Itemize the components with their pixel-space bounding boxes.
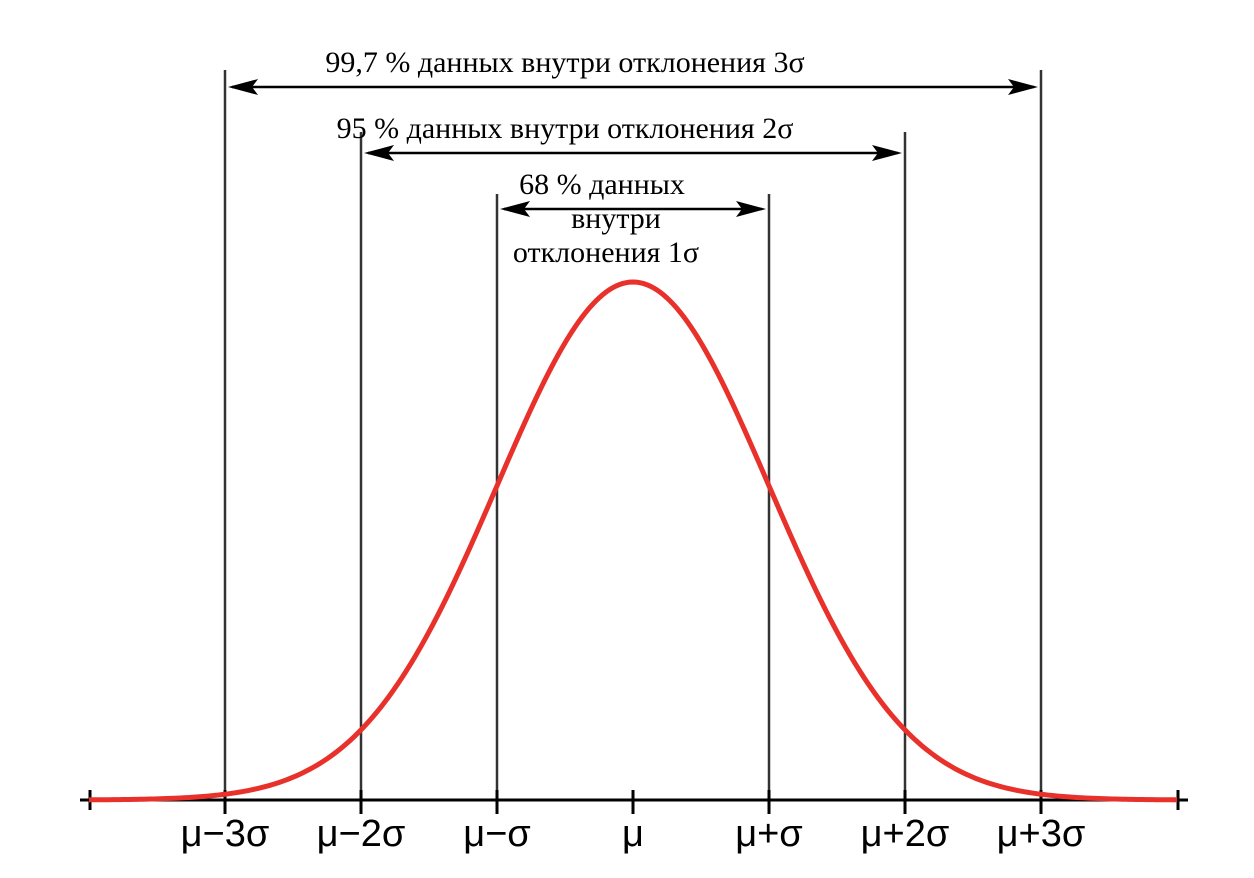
x-tick-label: μ+σ <box>735 813 803 855</box>
normal-curve <box>88 279 1178 803</box>
x-axis-ticks <box>223 790 1043 814</box>
band-arrow-3sigma <box>228 79 1038 95</box>
x-tick-label: μ <box>622 813 644 855</box>
band-label-1sigma-line-1: 68 % данных <box>519 168 685 201</box>
x-tick-label: μ+3σ <box>997 813 1086 855</box>
band-label-3sigma: 99,7 % данных внутри отклонения 3σ <box>325 46 804 79</box>
band-arrow-2sigma <box>364 145 902 161</box>
x-tick-label: μ−2σ <box>317 813 406 855</box>
x-tick-label: μ−3σ <box>181 813 270 855</box>
x-tick-label: μ−σ <box>463 813 531 855</box>
band-label-1sigma-line-2: внутри <box>571 202 661 235</box>
band-arrow-1sigma <box>500 201 766 217</box>
band-label-1sigma-line-3: отклонения 1σ <box>513 236 699 269</box>
x-tick-labels: μ−3σ μ−2σ μ−σ μ μ+σ μ+2σ μ+3σ <box>181 813 1086 855</box>
band-label-2sigma: 95 % данных внутри отклонения 2σ <box>337 112 794 145</box>
x-tick-label: μ+2σ <box>861 813 950 855</box>
